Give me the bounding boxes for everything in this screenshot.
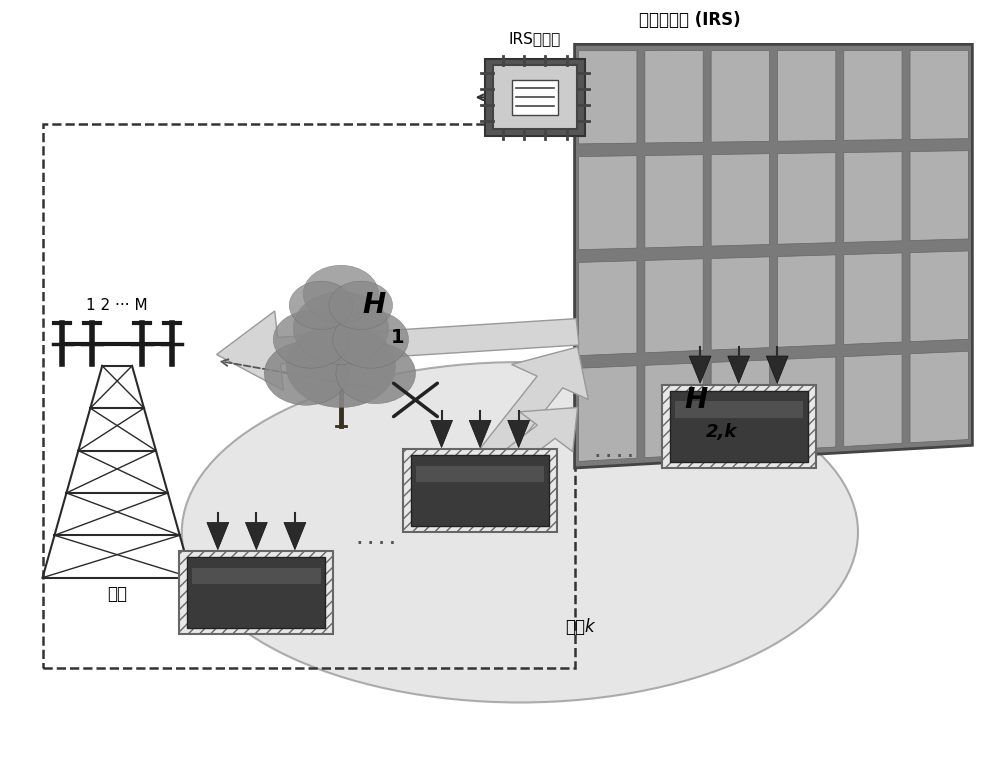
Text: ···: ···	[474, 424, 486, 437]
Polygon shape	[472, 347, 588, 470]
Polygon shape	[711, 360, 769, 454]
Polygon shape	[777, 152, 836, 244]
Polygon shape	[284, 523, 306, 549]
Text: ···: ···	[733, 360, 745, 373]
Polygon shape	[469, 421, 491, 447]
Polygon shape	[579, 261, 637, 356]
Polygon shape	[910, 50, 968, 139]
Polygon shape	[645, 363, 703, 458]
Polygon shape	[777, 50, 836, 141]
Circle shape	[273, 311, 349, 368]
Circle shape	[329, 281, 393, 329]
Polygon shape	[245, 523, 267, 549]
Text: 1 2 ··· M: 1 2 ··· M	[86, 298, 148, 313]
Polygon shape	[777, 357, 836, 450]
Polygon shape	[575, 44, 972, 468]
FancyBboxPatch shape	[403, 449, 557, 533]
Polygon shape	[844, 253, 902, 344]
Text: 2,k: 2,k	[706, 423, 737, 440]
Polygon shape	[711, 50, 769, 142]
Polygon shape	[777, 255, 836, 347]
Polygon shape	[689, 356, 711, 383]
Polygon shape	[844, 152, 902, 242]
Circle shape	[289, 281, 353, 329]
Text: 基站: 基站	[107, 585, 127, 604]
Polygon shape	[766, 356, 788, 383]
Polygon shape	[207, 523, 229, 549]
FancyBboxPatch shape	[485, 59, 585, 136]
Polygon shape	[910, 151, 968, 241]
Polygon shape	[844, 354, 902, 447]
Polygon shape	[579, 155, 637, 250]
FancyBboxPatch shape	[512, 80, 558, 115]
Polygon shape	[645, 155, 703, 248]
Text: H: H	[362, 291, 386, 319]
FancyBboxPatch shape	[179, 551, 333, 635]
FancyBboxPatch shape	[662, 385, 816, 468]
FancyBboxPatch shape	[670, 391, 808, 462]
Circle shape	[336, 343, 415, 404]
Circle shape	[303, 265, 379, 323]
Polygon shape	[508, 421, 530, 447]
Text: · · · ·: · · · ·	[595, 449, 633, 464]
Polygon shape	[645, 50, 703, 143]
Polygon shape	[217, 311, 579, 390]
Polygon shape	[728, 356, 750, 383]
Circle shape	[286, 325, 396, 408]
Text: 用户k: 用户k	[565, 618, 594, 636]
Text: 智能反射面 (IRS): 智能反射面 (IRS)	[639, 11, 741, 29]
Circle shape	[293, 292, 389, 364]
Polygon shape	[844, 50, 902, 140]
Polygon shape	[910, 351, 968, 443]
Polygon shape	[910, 251, 968, 341]
Text: IRS控制器: IRS控制器	[509, 31, 561, 46]
Polygon shape	[645, 259, 703, 353]
Polygon shape	[431, 421, 453, 447]
Circle shape	[333, 311, 409, 368]
Polygon shape	[427, 408, 578, 523]
FancyBboxPatch shape	[411, 455, 549, 527]
Text: ···: ···	[250, 526, 262, 539]
Text: 1: 1	[391, 328, 404, 347]
Ellipse shape	[182, 362, 858, 703]
Polygon shape	[579, 51, 637, 144]
FancyBboxPatch shape	[187, 557, 325, 629]
FancyBboxPatch shape	[493, 66, 577, 130]
Text: H: H	[684, 386, 707, 414]
Polygon shape	[711, 154, 769, 246]
Polygon shape	[711, 257, 769, 350]
Polygon shape	[579, 366, 637, 462]
Circle shape	[264, 341, 348, 405]
Text: · · · ·: · · · ·	[357, 536, 395, 551]
